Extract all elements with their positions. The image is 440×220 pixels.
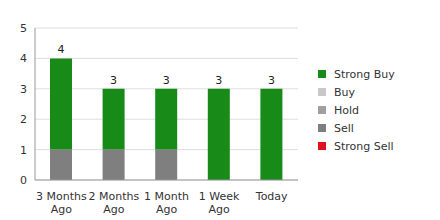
- svg-text:0: 0: [20, 174, 27, 187]
- svg-text:3 MonthsAgo: 3 MonthsAgo: [36, 190, 87, 216]
- html-text:Sell: Sell: [334, 121, 354, 135]
- svg-text:3: 3: [110, 74, 117, 87]
- html-text:Strong Sell: Strong Sell: [334, 139, 394, 153]
- svg-text:1 WeekAgo: 1 WeekAgo: [199, 190, 240, 216]
- svg-text:3: 3: [20, 83, 27, 96]
- svg-text:4: 4: [58, 43, 65, 56]
- html-text:Strong Buy: Strong Buy: [334, 67, 395, 81]
- svg-text:3: 3: [163, 74, 170, 87]
- svg-text:2: 2: [20, 113, 27, 126]
- svg-text:4: 4: [20, 52, 27, 65]
- svg-text:3: 3: [268, 74, 275, 87]
- html-text:Hold: Hold: [334, 103, 359, 117]
- html-text:Buy: Buy: [334, 85, 355, 99]
- svg-text:1 MonthAgo: 1 MonthAgo: [144, 190, 189, 216]
- svg-text:5: 5: [20, 22, 27, 35]
- svg-text:1: 1: [20, 144, 27, 157]
- svg-text:Today: Today: [255, 190, 288, 203]
- svg-text:2 MonthsAgo: 2 MonthsAgo: [89, 190, 140, 216]
- svg-text:3: 3: [215, 74, 222, 87]
